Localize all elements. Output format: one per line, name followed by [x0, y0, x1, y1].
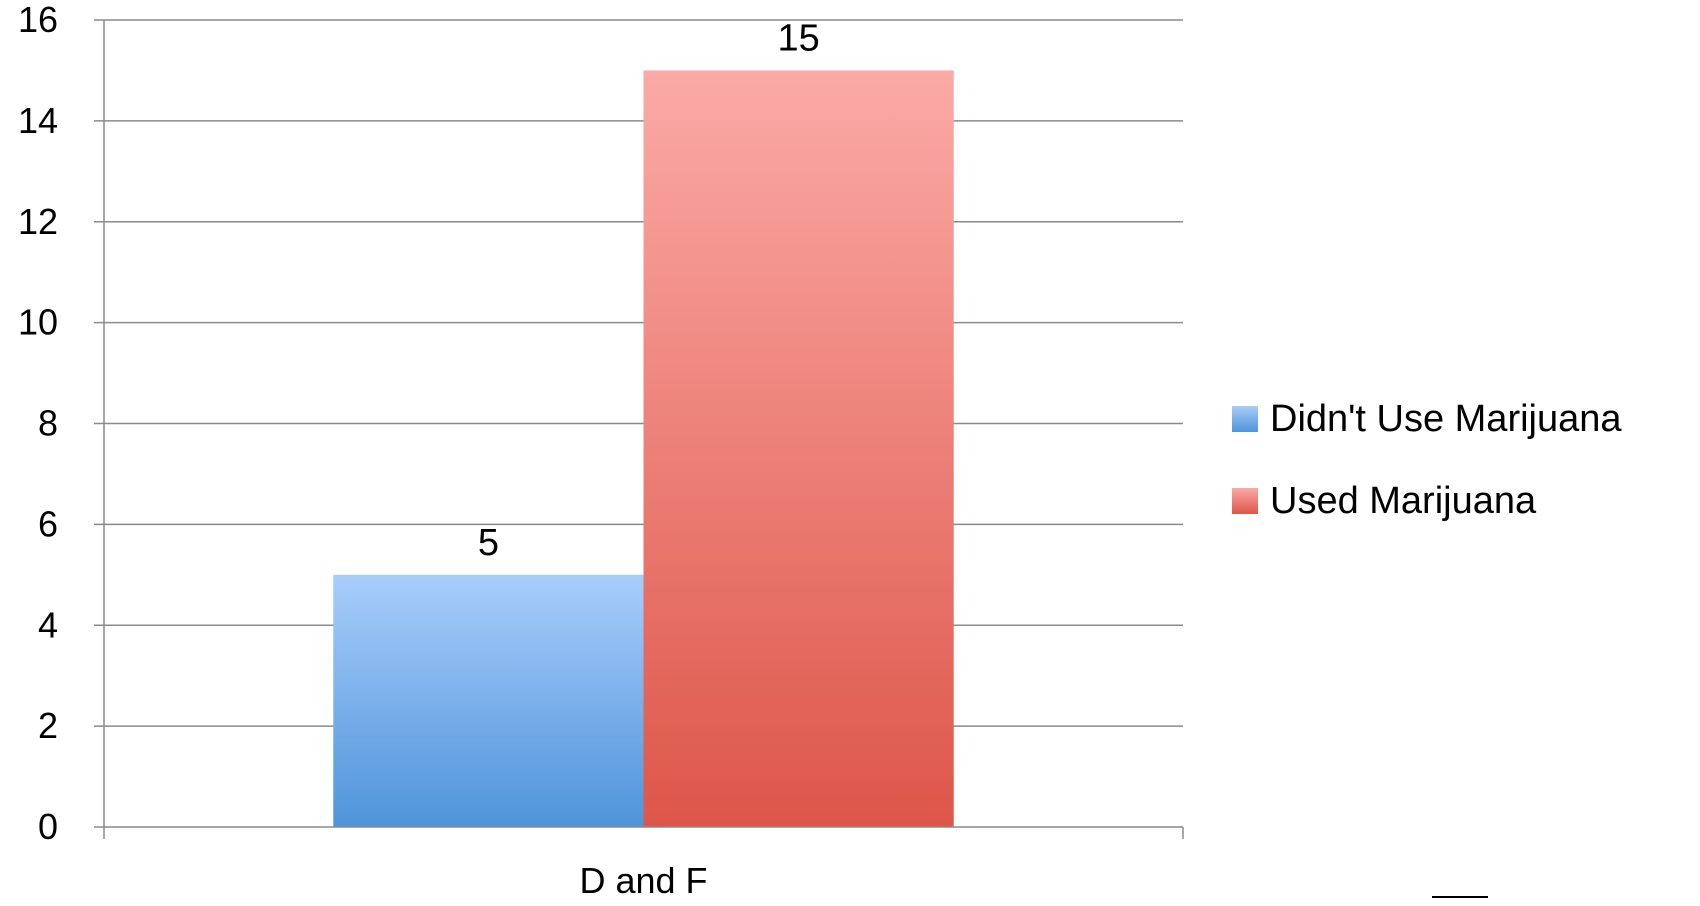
x-tick-label: D and F — [579, 860, 707, 901]
legend-swatch-used — [1232, 488, 1258, 514]
legend-swatch-didnt-use — [1232, 406, 1258, 432]
legend-label-used: Used Marijuana — [1270, 479, 1537, 522]
y-tick-label: 14 — [18, 100, 58, 141]
data-label: 15 — [777, 17, 819, 59]
y-tick-label: 0 — [38, 806, 58, 847]
y-tick-label: 12 — [18, 201, 58, 242]
y-tick-label: 16 — [18, 0, 58, 40]
bar-used — [643, 70, 954, 827]
labels: 0 2 4 6 8 10 12 14 16 5 15 D and F — [18, 0, 820, 901]
bar-didnt-use — [333, 574, 644, 827]
legend-item-used: Used Marijuana — [1232, 474, 1622, 528]
y-tick-label: 4 — [38, 604, 58, 645]
legend-item-didnt-use: Didn't Use Marijuana — [1232, 392, 1622, 446]
axes — [94, 19, 1184, 839]
y-tick-label: 6 — [38, 503, 58, 544]
bars — [333, 70, 954, 827]
data-label: 5 — [478, 522, 499, 564]
y-tick-label: 10 — [18, 302, 58, 343]
y-tick-label: 8 — [38, 403, 58, 444]
corner-mark — [1432, 896, 1488, 906]
legend-label-didnt-use: Didn't Use Marijuana — [1270, 397, 1622, 440]
y-tick-label: 2 — [38, 705, 58, 746]
legend: Didn't Use Marijuana Used Marijuana — [1232, 392, 1622, 556]
